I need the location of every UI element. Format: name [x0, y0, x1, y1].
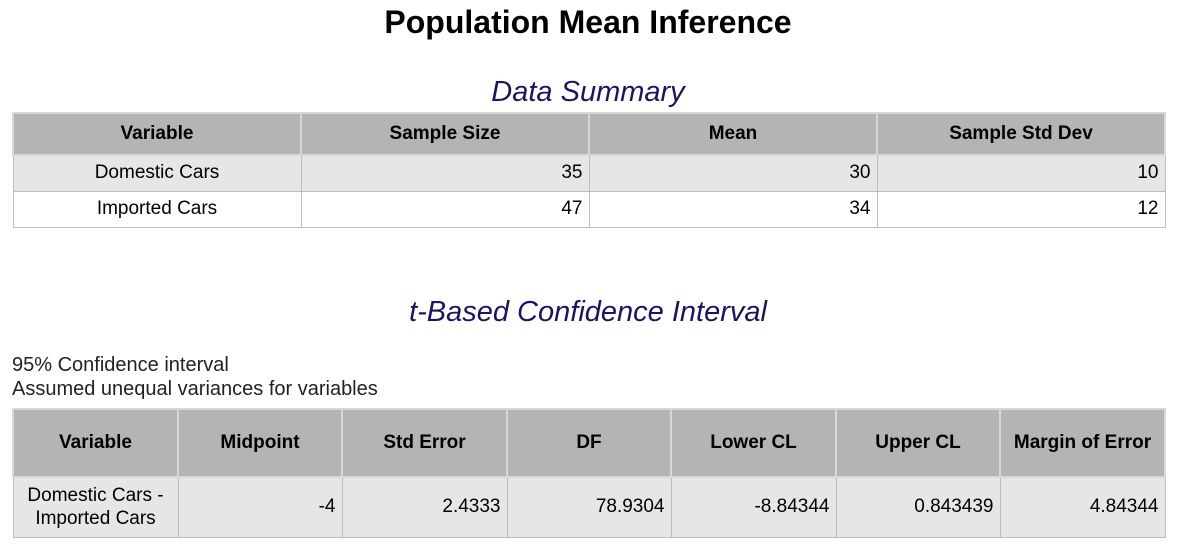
column-header: Variable: [12, 112, 302, 156]
std-dev-cell: 10: [876, 154, 1166, 192]
variable-cell: Domestic Cars: [12, 154, 302, 192]
column-header: Lower CL: [670, 408, 837, 478]
ci-table: Variable Midpoint Std Error DF Lower CL …: [12, 408, 1166, 538]
upper-cl-cell: 0.843439: [835, 476, 1001, 538]
midpoint-cell: -4: [177, 476, 343, 538]
column-header: Mean: [588, 112, 878, 156]
column-header: Midpoint: [177, 408, 343, 478]
std-dev-cell: 12: [876, 190, 1166, 228]
variable-cell: Imported Cars: [12, 190, 302, 228]
sample-size-cell: 35: [300, 154, 590, 192]
table-row: Domestic Cars 35 30 10: [12, 154, 1166, 192]
mean-cell: 30: [588, 154, 878, 192]
column-header: Sample Size: [300, 112, 590, 156]
df-cell: 78.9304: [506, 476, 672, 538]
margin-of-error-cell: 4.84344: [999, 476, 1166, 538]
lower-cl-cell: -8.84344: [670, 476, 837, 538]
table-row: Imported Cars 47 34 12: [12, 190, 1166, 228]
header-row: Variable Sample Size Mean Sample Std Dev: [12, 112, 1166, 156]
data-summary-heading: Data Summary: [491, 76, 685, 108]
data-summary-table: Variable Sample Size Mean Sample Std Dev…: [12, 112, 1166, 228]
column-header: Margin of Error: [999, 408, 1166, 478]
page-title: Population Mean Inference: [384, 4, 792, 40]
variance-assumption-note: Assumed unequal variances for variables: [12, 378, 378, 400]
variable-cell: Domestic Cars - Imported Cars: [12, 476, 179, 538]
confidence-level-note: 95% Confidence interval: [12, 354, 229, 376]
column-header: Upper CL: [835, 408, 1001, 478]
table-row: Domestic Cars - Imported Cars -4 2.4333 …: [12, 476, 1166, 538]
column-header: DF: [506, 408, 672, 478]
column-header: Variable: [12, 408, 179, 478]
column-header: Std Error: [341, 408, 508, 478]
header-row: Variable Midpoint Std Error DF Lower CL …: [12, 408, 1166, 478]
mean-cell: 34: [588, 190, 878, 228]
std-error-cell: 2.4333: [341, 476, 508, 538]
ci-heading: t-Based Confidence Interval: [409, 296, 767, 328]
sample-size-cell: 47: [300, 190, 590, 228]
column-header: Sample Std Dev: [876, 112, 1166, 156]
